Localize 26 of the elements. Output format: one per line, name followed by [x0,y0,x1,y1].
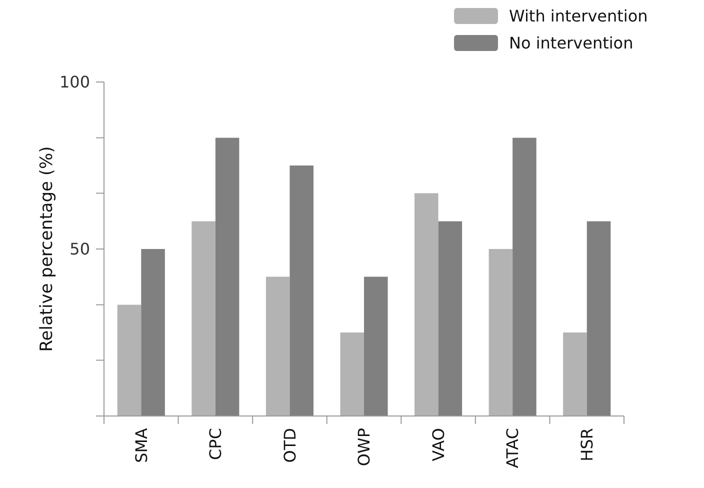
y-axis-title: Relative percentage (%) [37,146,57,352]
bar [290,166,314,416]
x-tick-label: VAO [428,428,448,462]
x-tick-label: SMA [132,428,151,463]
bar [192,221,216,416]
bar [414,193,438,416]
bar [215,138,240,416]
bar [586,221,611,416]
x-tick-label: OWP [354,428,374,466]
bar [563,332,587,416]
legend-label: With intervention [509,6,648,26]
bar [117,304,142,416]
x-tick-label: ATAC [503,428,522,468]
bar [512,138,536,416]
bar [438,221,462,416]
bar [266,276,290,416]
y-tick-label: 50 [70,240,90,259]
x-tick-label: CPC [206,428,226,460]
bar [488,249,513,416]
legend-label: No intervention [509,34,634,53]
x-tick-label: OTD [280,428,300,463]
x-tick-label: HSR [577,428,596,462]
bar [364,276,388,416]
bar [340,332,364,416]
bar [141,249,165,416]
y-tick-label: 100 [59,72,90,92]
